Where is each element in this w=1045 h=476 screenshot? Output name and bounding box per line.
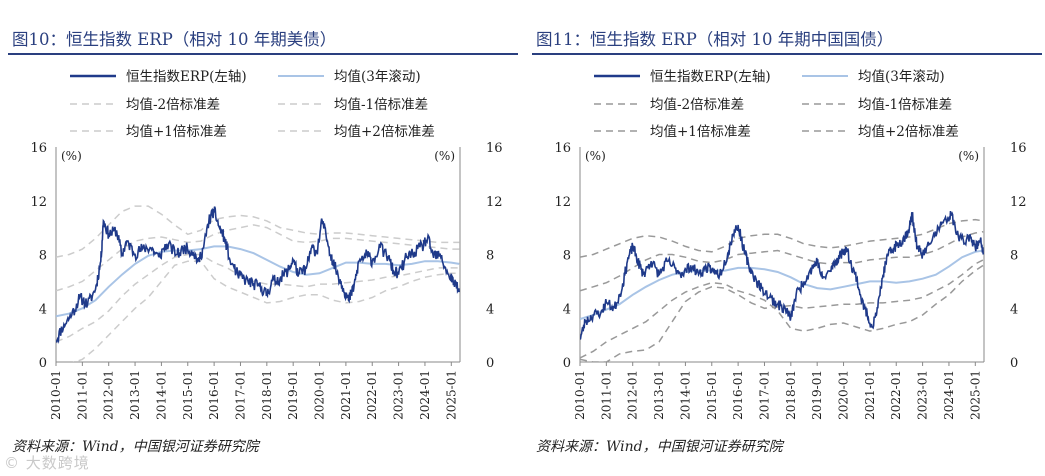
legend-label: 均值+1倍标准差 — [650, 124, 751, 140]
x-tick-label: 2023-01 — [392, 370, 406, 420]
right-axis-unit: (%) — [434, 149, 455, 163]
right-y-tick-label: 12 — [1010, 195, 1027, 210]
x-tick-label: 2011-01 — [599, 370, 613, 420]
left-y-tick-label: 12 — [30, 195, 47, 210]
x-tick-label: 2010-01 — [49, 370, 63, 420]
x-tick-label: 2013-01 — [652, 370, 666, 420]
x-tick-label: 2011-01 — [75, 370, 89, 420]
series-line — [56, 245, 460, 318]
x-tick-label: 2021-01 — [863, 370, 877, 420]
x-tick-label: 2024-01 — [942, 370, 956, 420]
right-y-tick-label: 16 — [486, 141, 503, 156]
legend-label: 均值-2倍标准差 — [126, 97, 220, 113]
left-y-tick-label: 16 — [30, 141, 47, 156]
x-tick-label: 2012-01 — [102, 370, 116, 420]
x-tick-label: 2012-01 — [626, 370, 640, 420]
x-tick-label: 2015-01 — [705, 370, 719, 420]
chart-panel-cn: 图11：恒生指数 ERP（相对 10 年期中国国债） 0 0 4 4 8 8 12 12 16 1… — [532, 0, 1042, 476]
x-tick-label: 2014-01 — [678, 370, 692, 420]
legend-label: 均值-2倍标准差 — [650, 97, 744, 113]
x-tick-label: 2016-01 — [207, 370, 221, 420]
x-tick-label: 2018-01 — [784, 370, 798, 420]
series-line — [580, 249, 984, 320]
right-y-tick-label: 4 — [486, 302, 494, 317]
erp-vs-cn-bond-chart: 0 0 4 4 8 8 12 12 16 16 (%) (%) 2010-01 2011-01 2012-0… — [554, 68, 1027, 420]
series-line — [56, 224, 460, 292]
x-tick-label: 2018-01 — [260, 370, 274, 420]
series-line — [580, 264, 984, 359]
series-line — [580, 230, 984, 292]
legend-label: 均值+1倍标准差 — [126, 124, 227, 140]
right-y-tick-label: 8 — [1010, 249, 1018, 264]
x-tick-label: 2019-01 — [286, 370, 300, 420]
x-tick-label: 2023-01 — [916, 370, 930, 420]
x-tick-label: 2020-01 — [837, 370, 851, 420]
series-line — [580, 210, 984, 340]
x-tick-label: 2025-01 — [968, 370, 982, 420]
title-divider — [532, 53, 1042, 55]
left-y-tick-label: 0 — [563, 356, 571, 371]
chart-source: 资料来源：Wind，中国银河证券研究院 — [536, 439, 783, 455]
x-tick-label: 2013-01 — [128, 370, 142, 420]
legend-label: 恒生指数ERP(左轴) — [650, 69, 771, 85]
chart-title: 图10：恒生指数 ERP（相对 10 年期美债） — [12, 30, 337, 49]
left-y-tick-label: 12 — [554, 195, 571, 210]
left-y-tick-label: 4 — [563, 302, 571, 317]
x-tick-label: 2017-01 — [757, 370, 771, 420]
series-line — [56, 205, 460, 258]
title-divider — [8, 53, 518, 55]
left-y-tick-label: 8 — [563, 249, 571, 264]
chart-source: 资料来源：Wind，中国银河证券研究院 — [12, 439, 259, 455]
x-tick-label: 2022-01 — [365, 370, 379, 420]
legend-label: 均值+2倍标准差 — [858, 124, 959, 140]
legend-label: 恒生指数ERP(左轴) — [126, 69, 247, 85]
series-line — [72, 260, 460, 362]
series-line — [56, 206, 460, 344]
left-axis-unit: (%) — [585, 149, 606, 163]
right-y-tick-label: 4 — [1010, 302, 1018, 317]
right-y-tick-label: 0 — [486, 356, 494, 371]
x-tick-label: 2019-01 — [810, 370, 824, 420]
right-y-tick-label: 8 — [486, 249, 494, 264]
legend-label: 均值(3年滚动) — [334, 68, 421, 85]
x-tick-label: 2021-01 — [339, 370, 353, 420]
chart-panel-us: 图10：恒生指数 ERP（相对 10 年期美债） 0 0 4 4 8 8 12 12 16 16 (… — [8, 0, 518, 476]
x-tick-label: 2022-01 — [889, 370, 903, 420]
x-tick-label: 2024-01 — [418, 370, 432, 420]
erp-vs-us-treasury-chart: 0 0 4 4 8 8 12 12 16 16 (%) (%) 2010-01 2011-01 2012-0… — [30, 68, 503, 420]
x-tick-label: 2017-01 — [233, 370, 247, 420]
left-y-tick-label: 4 — [39, 302, 47, 317]
x-tick-label: 2016-01 — [731, 370, 745, 420]
x-tick-label: 2014-01 — [154, 370, 168, 420]
watermark: © 大数跨境 — [4, 454, 90, 472]
left-y-tick-label: 8 — [39, 249, 47, 264]
series-line — [580, 218, 984, 258]
x-tick-label: 2020-01 — [313, 370, 327, 420]
right-y-tick-label: 0 — [1010, 356, 1018, 371]
x-tick-label: 2025-01 — [444, 370, 458, 420]
right-axis-unit: (%) — [958, 149, 979, 163]
x-tick-label: 2010-01 — [573, 370, 587, 420]
series-line — [56, 253, 460, 343]
legend-label: 均值+2倍标准差 — [334, 124, 435, 140]
left-axis-unit: (%) — [61, 149, 82, 163]
left-y-tick-label: 16 — [554, 141, 571, 156]
right-y-tick-label: 12 — [486, 195, 503, 210]
legend-label: 均值(3年滚动) — [858, 68, 945, 85]
legend-label: 均值-1倍标准差 — [334, 97, 428, 113]
chart-title: 图11：恒生指数 ERP（相对 10 年期中国国债） — [536, 30, 894, 49]
legend-label: 均值-1倍标准差 — [858, 97, 952, 113]
right-y-tick-label: 16 — [1010, 141, 1027, 156]
x-tick-label: 2015-01 — [181, 370, 195, 420]
left-y-tick-label: 0 — [39, 356, 47, 371]
